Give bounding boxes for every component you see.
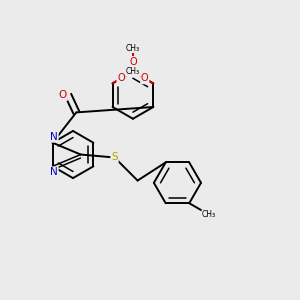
Text: O: O xyxy=(59,90,67,100)
Text: CH₃: CH₃ xyxy=(126,67,140,76)
Text: S: S xyxy=(111,152,118,163)
Text: N: N xyxy=(50,132,58,142)
Text: N: N xyxy=(50,167,58,177)
Text: O: O xyxy=(141,74,148,83)
Text: CH₃: CH₃ xyxy=(126,67,140,76)
Text: O: O xyxy=(129,57,137,67)
Text: CH₃: CH₃ xyxy=(126,44,140,52)
Text: CH₃: CH₃ xyxy=(202,210,216,219)
Text: O: O xyxy=(117,74,125,83)
